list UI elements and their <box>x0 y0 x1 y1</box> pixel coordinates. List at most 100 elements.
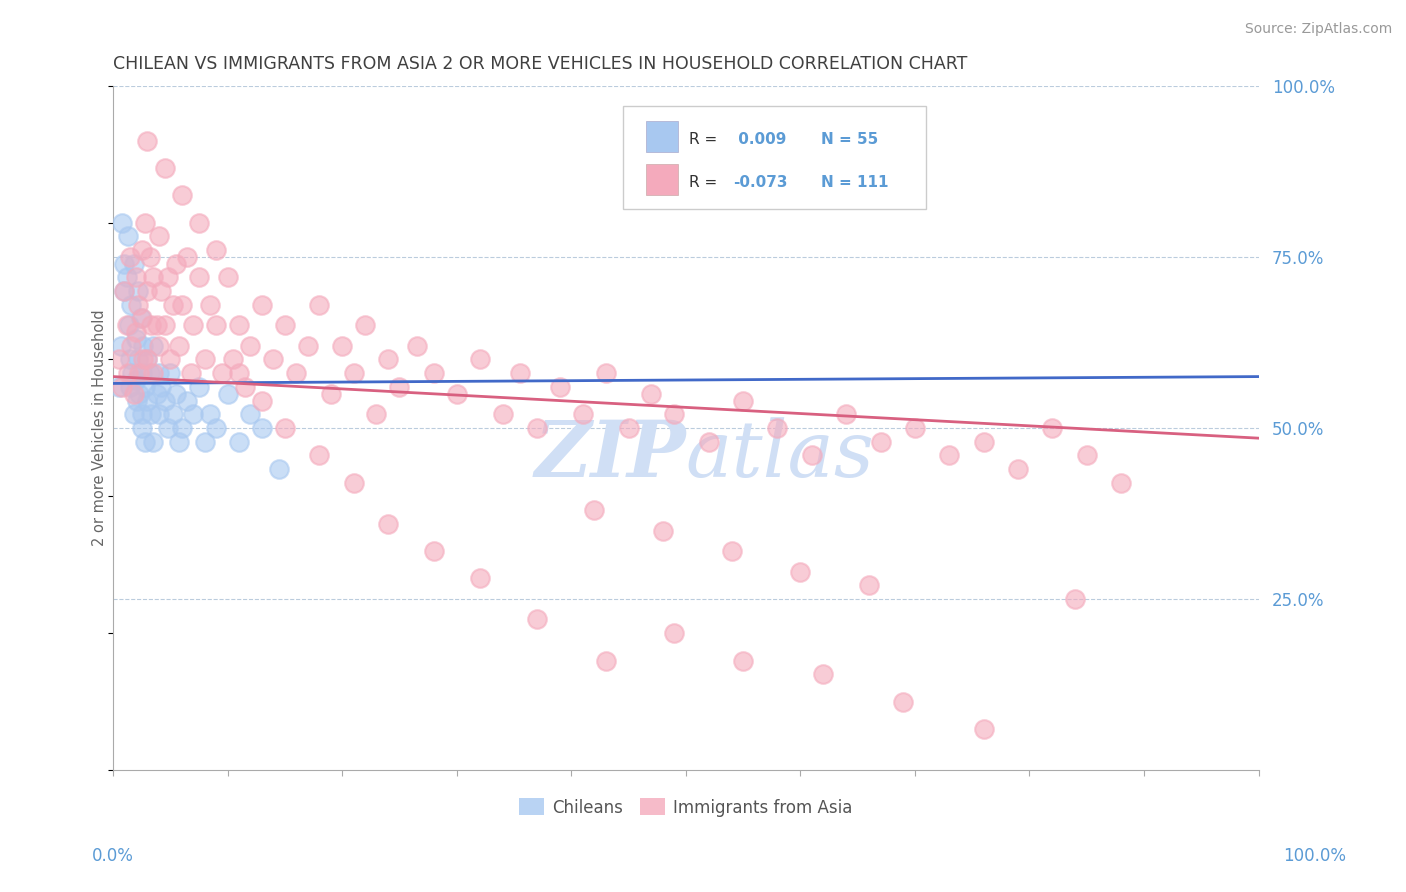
Point <box>115 318 138 333</box>
Point <box>136 134 159 148</box>
Point <box>169 434 191 449</box>
Point <box>150 284 173 298</box>
Point <box>117 229 139 244</box>
Point <box>139 318 162 333</box>
Point <box>128 386 150 401</box>
Text: 0.009: 0.009 <box>733 132 786 147</box>
Point <box>153 393 176 408</box>
Point <box>308 448 330 462</box>
Point <box>526 612 548 626</box>
Point <box>129 311 152 326</box>
Point <box>205 243 228 257</box>
Point <box>122 386 145 401</box>
Point <box>107 352 129 367</box>
Point <box>664 626 686 640</box>
Point <box>156 270 179 285</box>
Point <box>159 352 181 367</box>
Point <box>733 393 755 408</box>
FancyBboxPatch shape <box>623 106 927 209</box>
Point <box>228 318 250 333</box>
Point <box>148 407 170 421</box>
Point <box>377 352 399 367</box>
Point <box>162 298 184 312</box>
Point <box>651 524 673 538</box>
Point <box>132 352 155 367</box>
Point <box>120 298 142 312</box>
Point <box>250 393 273 408</box>
Point <box>250 421 273 435</box>
Point <box>127 298 149 312</box>
Text: atlas: atlas <box>686 417 875 493</box>
Point <box>125 270 148 285</box>
Text: Source: ZipAtlas.com: Source: ZipAtlas.com <box>1244 22 1392 37</box>
Point <box>274 318 297 333</box>
Point <box>125 325 148 339</box>
Point <box>121 366 143 380</box>
Point <box>308 298 330 312</box>
Point <box>1040 421 1063 435</box>
Point <box>200 298 222 312</box>
Point <box>120 352 142 367</box>
Point <box>222 352 245 367</box>
Point <box>153 318 176 333</box>
Point <box>200 407 222 421</box>
Point <box>285 366 308 380</box>
Point <box>617 421 640 435</box>
Point <box>233 380 256 394</box>
Point <box>120 250 142 264</box>
Text: 0.0%: 0.0% <box>91 847 134 864</box>
Point <box>526 421 548 435</box>
Point <box>789 565 811 579</box>
Point <box>835 407 858 421</box>
Point <box>138 366 160 380</box>
Point <box>165 386 187 401</box>
Point <box>114 257 136 271</box>
Point <box>813 667 835 681</box>
Point <box>165 257 187 271</box>
Point <box>904 421 927 435</box>
Point <box>938 448 960 462</box>
Point <box>111 216 134 230</box>
Legend: Chileans, Immigrants from Asia: Chileans, Immigrants from Asia <box>512 792 859 823</box>
Point <box>136 352 159 367</box>
Point <box>973 722 995 736</box>
Point <box>354 318 377 333</box>
Point <box>115 270 138 285</box>
Point <box>148 229 170 244</box>
Point <box>169 339 191 353</box>
Point <box>205 318 228 333</box>
Point <box>127 352 149 367</box>
Text: N = 55: N = 55 <box>821 132 879 147</box>
Point <box>583 503 606 517</box>
Point <box>1007 462 1029 476</box>
Point <box>766 421 789 435</box>
Point <box>125 393 148 408</box>
Bar <box>645 164 678 194</box>
Point <box>239 339 262 353</box>
Point <box>122 407 145 421</box>
Point <box>405 339 427 353</box>
Point <box>136 284 159 298</box>
Point <box>132 339 155 353</box>
Text: 100.0%: 100.0% <box>1284 847 1346 864</box>
Point <box>170 421 193 435</box>
Point <box>366 407 388 421</box>
Point <box>125 373 148 387</box>
Point <box>142 434 165 449</box>
Point <box>136 393 159 408</box>
Point <box>733 654 755 668</box>
Point <box>145 386 167 401</box>
Point <box>176 393 198 408</box>
Point <box>423 366 446 380</box>
Point <box>239 407 262 421</box>
Text: R =: R = <box>689 132 723 147</box>
Point <box>136 352 159 367</box>
Point <box>274 421 297 435</box>
Point <box>228 434 250 449</box>
Point <box>142 339 165 353</box>
Point <box>142 366 165 380</box>
Point <box>128 366 150 380</box>
Point <box>148 339 170 353</box>
Point <box>180 366 202 380</box>
Point <box>127 284 149 298</box>
